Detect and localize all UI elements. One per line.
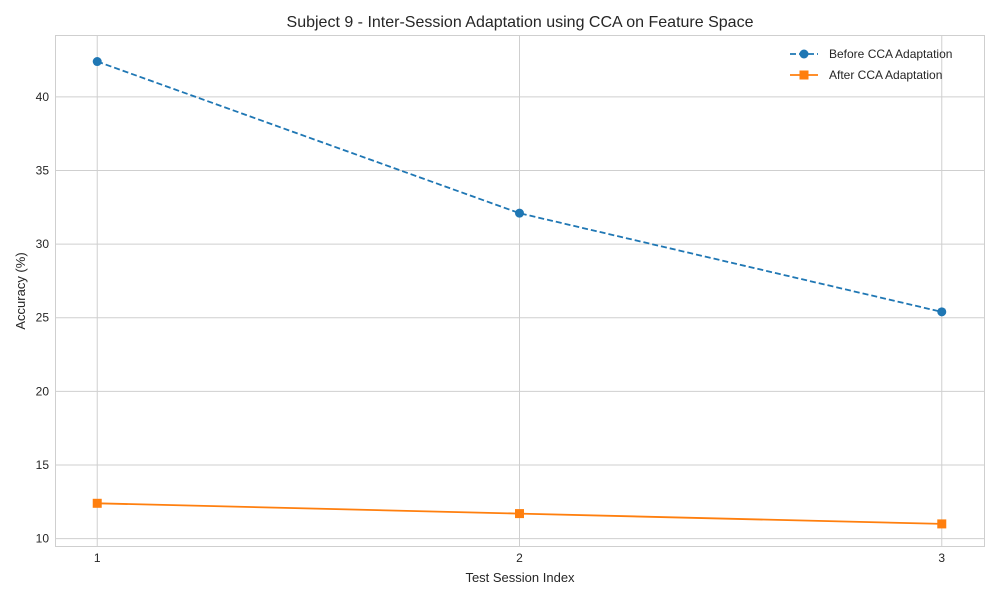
series-lines [92, 57, 947, 529]
chart-title: Subject 9 - Inter-Session Adaptation usi… [287, 14, 754, 31]
plot-area-frame [55, 35, 985, 547]
y-tick-label: 30 [36, 237, 50, 251]
data-point-square [515, 509, 524, 519]
tick-labels: 1 2 3 10 15 20 25 30 35 40 [36, 90, 946, 565]
data-point-circle [515, 208, 524, 218]
data-point-square [937, 519, 947, 529]
series-line-1 [96, 60, 943, 313]
y-tick-label: 35 [36, 163, 50, 177]
y-tick-label: 25 [36, 311, 50, 325]
legend-label-1: Before CCA Adaptation [829, 47, 952, 61]
x-axis-label: Test Session Index [465, 570, 575, 585]
legend-label-2: After CCA Adaptation [829, 68, 942, 82]
y-tick-label: 10 [36, 532, 50, 546]
data-point-circle [92, 57, 102, 67]
legend-marker-square [799, 70, 809, 80]
y-tick-label: 40 [36, 90, 50, 104]
y-tick-label: 15 [36, 458, 50, 472]
grid-lines [55, 35, 984, 546]
y-tick-label: 20 [36, 384, 50, 398]
x-tick-label: 1 [94, 551, 101, 565]
x-tick-label: 2 [516, 551, 523, 565]
x-tick-label: 3 [938, 551, 945, 565]
data-point-circle [937, 307, 947, 317]
legend: Before CCA Adaptation After CCA Adaptatio… [790, 47, 952, 82]
y-axis-label: Accuracy (%) [13, 252, 28, 329]
data-point-square [92, 498, 102, 508]
legend-marker-circle [799, 49, 809, 59]
